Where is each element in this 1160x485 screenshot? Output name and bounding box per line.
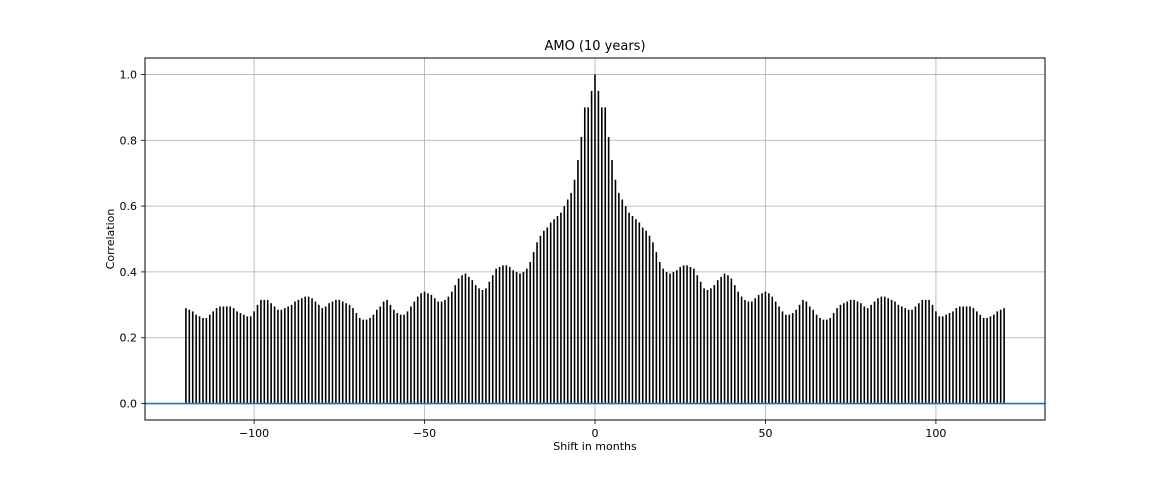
- y-tick-label: 0.0: [120, 398, 138, 411]
- bars: [185, 74, 1005, 404]
- y-tick-label: 0.6: [120, 200, 138, 213]
- y-tick-label: 1.0: [120, 68, 138, 81]
- x-tick-label: 50: [758, 427, 772, 440]
- y-tick-label: 0.2: [120, 332, 138, 345]
- y-tick-label: 0.8: [120, 134, 138, 147]
- y-axis-label: Correlation: [104, 209, 117, 270]
- y-tick-label: 0.4: [120, 266, 138, 279]
- x-tick-label: 100: [925, 427, 946, 440]
- x-axis-ticks: −100 −50 0 50 100: [239, 420, 946, 440]
- y-axis-ticks: 0.0 0.2 0.4 0.6 0.8 1.0: [120, 68, 145, 411]
- x-tick-label: 0: [592, 427, 599, 440]
- chart-title: AMO (10 years): [544, 39, 645, 54]
- x-axis-label: Shift in months: [553, 440, 637, 453]
- x-tick-label: −50: [413, 427, 436, 440]
- x-tick-label: −100: [239, 427, 269, 440]
